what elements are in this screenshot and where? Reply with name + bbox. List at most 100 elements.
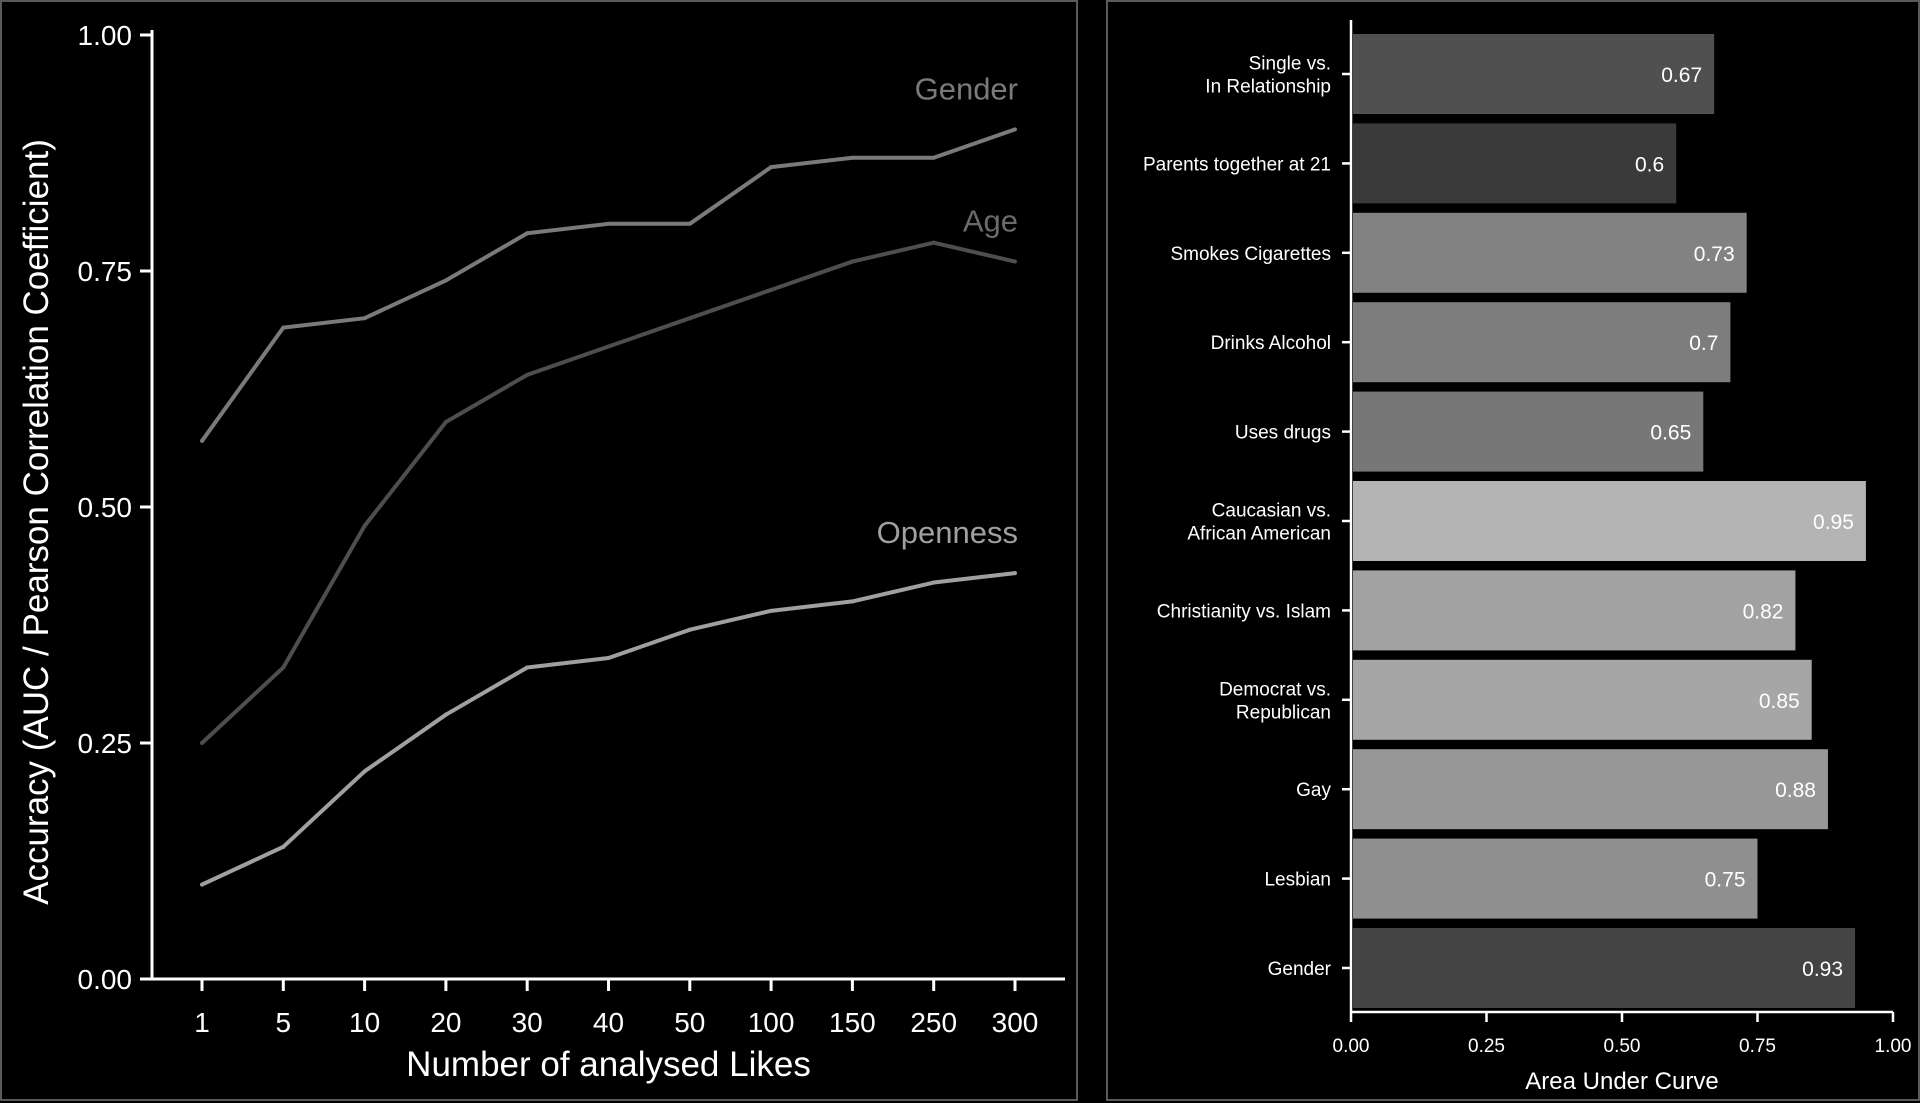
x-tick-label: 20 (430, 1007, 461, 1038)
category-label: Smokes Cigarettes (1170, 244, 1331, 265)
y-tick-label: 0.25 (78, 728, 133, 759)
data-point-age (687, 316, 692, 321)
data-point-openness (525, 665, 530, 670)
category-label: Drinks Alcohol (1211, 333, 1331, 354)
bar (1353, 928, 1856, 1008)
series-label-gender: Gender (915, 71, 1018, 106)
data-point-openness (850, 599, 855, 604)
bar-chart-panel: 0.67 Single vs. In Relationship 0.6 Parents … (1106, 0, 1920, 1101)
data-point-age (606, 344, 611, 349)
series-line-age (200, 240, 1016, 745)
bar (1353, 659, 1812, 740)
data-point-openness (443, 712, 448, 717)
y-tick-label: 0.50 (78, 492, 133, 523)
category-label: Gender (1268, 959, 1332, 980)
x-tick-label: 5 (276, 1007, 292, 1038)
x-tick-label: 1 (194, 1007, 210, 1038)
x-axis-label: Number of analysed Likes (406, 1045, 811, 1084)
y-tick-label: 0.75 (78, 256, 133, 287)
x-tick-label: 30 (512, 1007, 543, 1038)
series-line-openness (201, 571, 1016, 887)
bar-value-label: 0.65 (1650, 422, 1691, 445)
data-point-openness (281, 844, 286, 849)
data-point-age (525, 372, 530, 377)
bar-value-label: 0.7 (1689, 332, 1718, 355)
data-point-gender (443, 278, 448, 283)
category-label: Christianity vs. Islam (1157, 601, 1331, 622)
bar-value-label: 0.95 (1813, 511, 1854, 534)
data-point-gender (931, 155, 936, 160)
x-tick-label: 100 (748, 1007, 795, 1038)
x-tick-label: 150 (829, 1007, 876, 1038)
bar-value-label: 0.67 (1661, 64, 1702, 87)
y-axis-label: Accuracy (AUC / Pearson Correlation Coef… (17, 139, 56, 905)
data-point-openness (931, 580, 936, 585)
x-tick-label: 0.50 (1604, 1036, 1641, 1057)
category-label: Single vs. (1249, 54, 1331, 75)
bar (1353, 570, 1796, 651)
data-point-gender (1013, 127, 1017, 132)
bar-value-label: 0.85 (1759, 690, 1800, 713)
data-point-openness (687, 627, 692, 632)
data-point-openness (769, 608, 774, 613)
x-tick-label: 0.75 (1739, 1036, 1776, 1057)
x-tick-label: 0.00 (1333, 1036, 1370, 1057)
bar (1353, 838, 1758, 919)
series-line-gender (200, 127, 1016, 443)
x-tick-label: 0.25 (1468, 1036, 1505, 1057)
data-point-gender (606, 221, 611, 226)
bar (1353, 212, 1747, 293)
bar (1353, 34, 1715, 114)
category-label: Lesbian (1264, 870, 1331, 891)
data-point-age (769, 287, 774, 292)
category-label: In Relationship (1205, 77, 1331, 98)
x-tick-label: 10 (349, 1007, 380, 1038)
data-point-openness (200, 882, 204, 887)
data-point-gender (850, 155, 855, 160)
data-point-openness (1013, 571, 1017, 576)
category-label: Democrat vs. (1219, 679, 1331, 700)
data-point-age (931, 240, 936, 245)
bar-value-label: 0.73 (1694, 243, 1735, 266)
data-point-age (200, 741, 204, 745)
bar-value-label: 0.88 (1775, 779, 1816, 802)
data-point-age (281, 665, 286, 670)
bar (1353, 391, 1704, 472)
data-point-gender (525, 231, 530, 236)
bar-chart: 0.67 Single vs.In Relationship 0.6 Parents … (1143, 20, 1912, 1095)
data-point-age (362, 523, 367, 528)
data-point-gender (281, 325, 286, 330)
category-label: Gay (1296, 780, 1331, 801)
data-point-gender (362, 316, 367, 321)
data-point-gender (687, 221, 692, 226)
data-point-gender (769, 165, 774, 170)
data-point-gender (200, 438, 204, 443)
category-label: Caucasian vs. (1212, 501, 1331, 522)
category-label: Republican (1236, 702, 1331, 723)
data-point-age (850, 259, 855, 264)
data-point-openness (362, 769, 367, 774)
series-label-age: Age (963, 204, 1018, 239)
x-tick-label: 1.00 (1875, 1036, 1912, 1057)
bar (1353, 302, 1731, 383)
y-tick-label: 1.00 (78, 20, 133, 51)
bar-value-label: 0.93 (1802, 958, 1843, 981)
y-tick-label: 0.00 (78, 964, 133, 995)
category-label: Parents together at 21 (1143, 154, 1331, 175)
x-tick-label: 250 (910, 1007, 957, 1038)
bar (1353, 123, 1677, 204)
bar (1353, 749, 1828, 830)
category-label: African American (1187, 524, 1331, 545)
x-tick-label: 300 (992, 1007, 1039, 1038)
bar-value-label: 0.75 (1705, 869, 1746, 892)
data-point-openness (606, 656, 611, 661)
line-chart-panel: 0.00 0.25 0.50 0.75 1.00 1 5 10 20 30 40 50 100 150 25… (0, 0, 1078, 1101)
bar-value-label: 0.6 (1635, 153, 1664, 176)
data-point-age (443, 420, 448, 425)
x-axis-label: Area Under Curve (1525, 1068, 1718, 1095)
category-label: Uses drugs (1235, 423, 1331, 444)
x-tick-label: 50 (674, 1007, 705, 1038)
line-chart: 0.00 0.25 0.50 0.75 1.00 1 5 10 20 30 40 50 100 150 25… (17, 20, 1065, 1084)
bar-value-label: 0.82 (1743, 600, 1784, 623)
series-label-openness: Openness (877, 515, 1018, 550)
